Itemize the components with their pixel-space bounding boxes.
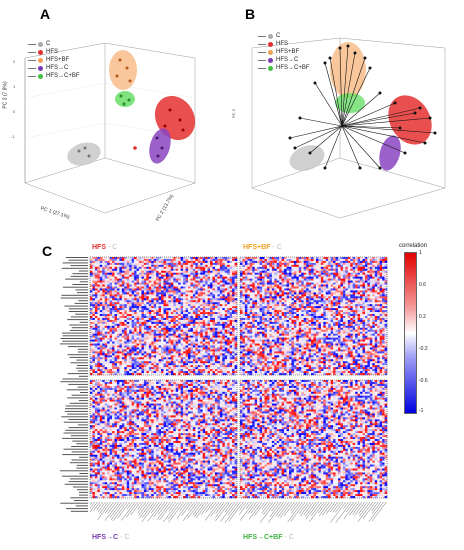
svg-text:1: 1: [13, 84, 16, 89]
legend-a-item: HFS→C: [28, 64, 80, 72]
heatmap-hfs-bf-vs-c: [239, 256, 388, 376]
heatmap-title-br: HFS→C+BF - C: [243, 534, 294, 541]
legend-b: C HFS HFS+BF HFS→C HFS→C+BF: [258, 32, 310, 72]
correlation-heatmaps: [89, 256, 388, 499]
pca-biplot-b: PC 3: [231, 37, 446, 219]
panel-letter-a: A: [40, 6, 51, 22]
colorbar-label: correlation: [399, 243, 428, 249]
colorbar-tick: 1: [419, 250, 422, 256]
heatmap-hfs-c-vs-c: [89, 379, 238, 499]
heatmap-title-tl: HFS - C: [92, 244, 118, 251]
colorbar-tick: -0.6: [419, 378, 428, 384]
axis-label-pc3: PC 3 (7.8%): [2, 81, 9, 109]
legend-b-item: HFS→C: [258, 56, 310, 64]
svg-text:-1: -1: [11, 134, 15, 139]
svg-text:0: 0: [13, 109, 16, 114]
legend-a: C HFS HFS+BF HFS→C HFS→C+BF: [28, 40, 80, 80]
panel-letter-b: B: [245, 6, 256, 22]
legend-a-item: HFS: [28, 48, 80, 56]
ellipse-hfs-c: [149, 128, 171, 164]
legend-b-item: HFS: [258, 40, 310, 48]
colorbar-tick: -0.2: [419, 346, 428, 352]
svg-text:2: 2: [13, 59, 16, 64]
ellipse-c: [67, 142, 101, 166]
colorbar-tick: 0.6: [419, 282, 426, 288]
pca-3d-plot-a: 2 1 0 -1: [11, 42, 196, 214]
legend-b-item: C: [258, 32, 310, 40]
heatmap-title-bl: HFS→C - C: [92, 534, 130, 541]
heatmap-title-tr: HFS+BF - C: [243, 244, 282, 251]
legend-b-item: HFS→C+BF: [258, 64, 310, 72]
legend-a-item: C: [28, 40, 80, 48]
column-labels: [90, 501, 387, 523]
svg-text:PC 3: PC 3: [231, 108, 236, 118]
legend-a-item: HFS→C+BF: [28, 72, 80, 80]
panel-letter-c: C: [42, 243, 53, 259]
colorbar: [404, 252, 417, 414]
legend-b-item: HFS+BF: [258, 48, 310, 56]
colorbar-tick: 0.2: [419, 314, 426, 320]
heatmap-hfs-c-bf-vs-c: [239, 379, 388, 499]
ellipse-hfs-bf: [109, 50, 137, 90]
heatmap-hfs-vs-c: [89, 256, 238, 376]
colorbar-tick: -1: [419, 408, 424, 414]
legend-a-item: HFS+BF: [28, 56, 80, 64]
row-labels: [60, 257, 88, 512]
